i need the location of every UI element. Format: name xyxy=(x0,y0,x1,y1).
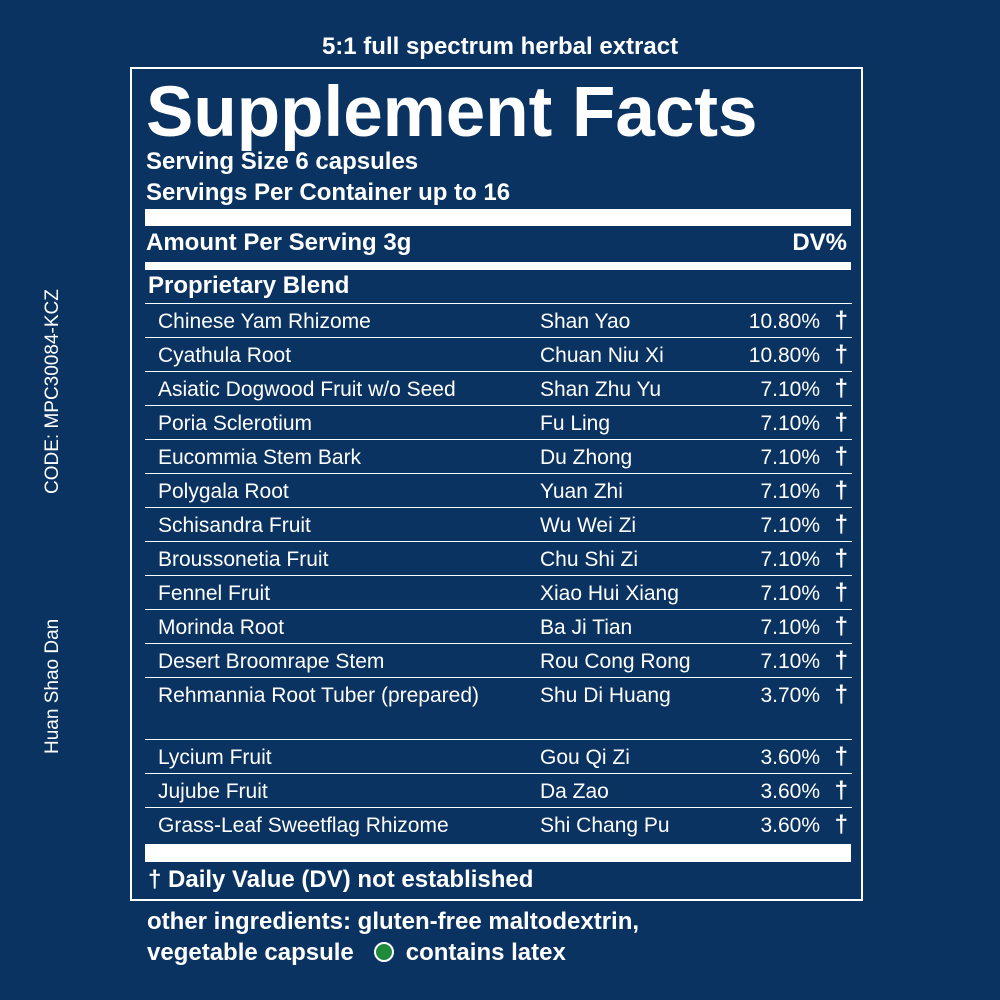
ingredient-name: Rehmannia Root Tuber (prepared) xyxy=(158,684,480,707)
table-row: Rehmannia Root Tuber (prepared) Shu Di Hu… xyxy=(145,677,852,739)
dagger-icon: † xyxy=(834,511,848,538)
divider-medium xyxy=(145,262,851,270)
ingredient-percent: 3.60% xyxy=(760,814,820,837)
ingredient-pinyin: Shan Yao xyxy=(540,310,631,333)
table-row: Eucommia Stem Bark Du Zhong 7.10% † xyxy=(145,439,852,473)
ingredient-pinyin: Ba Ji Tian xyxy=(540,616,633,639)
ingredient-pinyin: Xiao Hui Xiang xyxy=(540,582,679,605)
supplement-facts-panel: Supplement Facts Serving Size 6 capsules… xyxy=(130,67,863,901)
ingredient-name: Chinese Yam Rhizome xyxy=(158,310,371,333)
table-row: Broussonetia Fruit Chu Shi Zi 7.10% † xyxy=(145,541,852,575)
ingredient-percent: 7.10% xyxy=(760,412,820,435)
ingredient-percent: 3.60% xyxy=(760,746,820,769)
table-row: Lycium Fruit Gou Qi Zi 3.60% † xyxy=(145,739,852,773)
ingredient-name: Grass-Leaf Sweetflag Rhizome xyxy=(158,814,449,837)
ingredient-percent: 10.80% xyxy=(748,310,820,333)
ingredient-name: Lycium Fruit xyxy=(158,746,272,769)
dagger-icon: † xyxy=(834,579,848,606)
ingredient-pinyin: Rou Cong Rong xyxy=(540,650,691,673)
serving-size: Serving Size 6 capsules xyxy=(146,148,419,175)
dagger-icon: † xyxy=(834,743,848,770)
ingredient-pinyin: Yuan Zhi xyxy=(540,480,623,503)
ingredient-percent: 7.10% xyxy=(760,514,820,537)
panel-title: Supplement Facts xyxy=(146,73,758,152)
ingredient-name: Morinda Root xyxy=(158,616,285,639)
ingredient-percent: 7.10% xyxy=(760,650,820,673)
blend-title: Proprietary Blend xyxy=(148,272,350,299)
table-row: Chinese Yam Rhizome Shan Yao 10.80% † xyxy=(145,303,852,337)
other-ingredients-line2: vegetable capsule contains latex xyxy=(147,939,566,967)
ingredient-name: Cyathula Root xyxy=(158,344,292,367)
ingredient-table: Chinese Yam Rhizome Shan Yao 10.80% † Cyathu… xyxy=(132,303,865,841)
table-row: Poria Sclerotium Fu Ling 7.10% † xyxy=(145,405,852,439)
ingredient-pinyin: Du Zhong xyxy=(540,446,633,469)
ingredient-name: Schisandra Fruit xyxy=(158,514,311,537)
divider-thick-bottom xyxy=(145,844,851,862)
dagger-icon: † xyxy=(834,681,848,708)
dagger-icon: † xyxy=(834,375,848,402)
table-row: Polygala Root Yuan Zhi 7.10% † xyxy=(145,473,852,507)
ingredient-percent: 3.70% xyxy=(760,684,820,707)
ingredient-percent: 7.10% xyxy=(760,378,820,401)
dagger-icon: † xyxy=(834,777,848,804)
dagger-icon: † xyxy=(834,613,848,640)
table-row: Jujube Fruit Da Zao 3.60% † xyxy=(145,773,852,807)
dagger-icon: † xyxy=(834,307,848,334)
ingredient-pinyin: Wu Wei Zi xyxy=(540,514,637,537)
table-row: Cyathula Root Chuan Niu Xi 10.80% † xyxy=(145,337,852,371)
divider-thick xyxy=(145,209,851,226)
table-row: Desert Broomrape Stem Rou Cong Rong 7.10% † xyxy=(145,643,852,677)
dagger-icon: † xyxy=(834,477,848,504)
ingredient-percent: 7.10% xyxy=(760,582,820,605)
ingredient-percent: 7.10% xyxy=(760,548,820,571)
servings-per-container: Servings Per Container up to 16 xyxy=(146,179,511,206)
ingredient-pinyin: Shu Di Huang xyxy=(540,684,671,707)
table-row: Grass-Leaf Sweetflag Rhizome Shi Chang Pu… xyxy=(145,807,852,841)
table-row: Fennel Fruit Xiao Hui Xiang 7.10% † xyxy=(145,575,852,609)
dagger-icon: † xyxy=(834,443,848,470)
ingredient-name: Desert Broomrape Stem xyxy=(158,650,385,673)
ingredient-pinyin: Shan Zhu Yu xyxy=(540,378,662,401)
amount-per-serving: Amount Per Serving 3g xyxy=(146,229,412,256)
ingredient-name: Poria Sclerotium xyxy=(158,412,313,435)
ingredient-percent: 7.10% xyxy=(760,446,820,469)
dagger-icon: † xyxy=(834,811,848,838)
ingredient-percent: 3.60% xyxy=(760,780,820,803)
other-ingredients-line1: other ingredients: gluten-free maltodext… xyxy=(147,908,640,935)
dagger-icon: † xyxy=(834,341,848,368)
product-name: Huan Shao Dan xyxy=(42,618,63,754)
dv-footnote: † Daily Value (DV) not established xyxy=(148,866,534,893)
ingredient-pinyin: Shi Chang Pu xyxy=(540,814,670,837)
contains-latex-text: contains latex xyxy=(405,939,566,966)
ingredient-pinyin: Da Zao xyxy=(540,780,609,803)
ingredient-name: Asiatic Dogwood Fruit w/o Seed xyxy=(158,378,456,401)
product-code: CODE: MPC30084-KCZ xyxy=(42,289,63,494)
table-row: Asiatic Dogwood Fruit w/o Seed Shan Zhu Y… xyxy=(145,371,852,405)
ingredient-percent: 7.10% xyxy=(760,480,820,503)
vegetable-capsule-text: vegetable capsule xyxy=(147,939,354,966)
ingredient-percent: 10.80% xyxy=(748,344,820,367)
ingredient-percent: 7.10% xyxy=(760,616,820,639)
ingredient-name: Fennel Fruit xyxy=(158,582,271,605)
ingredient-pinyin: Chu Shi Zi xyxy=(540,548,639,571)
ingredient-pinyin: Fu Ling xyxy=(540,412,611,435)
dagger-icon: † xyxy=(834,409,848,436)
ingredient-pinyin: Gou Qi Zi xyxy=(540,746,630,769)
dv-header: DV% xyxy=(792,229,847,256)
dagger-icon: † xyxy=(834,647,848,674)
dagger-icon: † xyxy=(834,545,848,572)
top-caption: 5:1 full spectrum herbal extract xyxy=(321,33,679,60)
green-circle-icon xyxy=(373,942,394,962)
table-row: Morinda Root Ba Ji Tian 7.10% † xyxy=(145,609,852,643)
ingredient-name: Polygala Root xyxy=(158,480,289,503)
ingredient-name: Broussonetia Fruit xyxy=(158,548,329,571)
ingredient-pinyin: Chuan Niu Xi xyxy=(540,344,664,367)
table-row: Schisandra Fruit Wu Wei Zi 7.10% † xyxy=(145,507,852,541)
ingredient-name: Jujube Fruit xyxy=(158,780,268,803)
ingredient-name: Eucommia Stem Bark xyxy=(158,446,362,469)
